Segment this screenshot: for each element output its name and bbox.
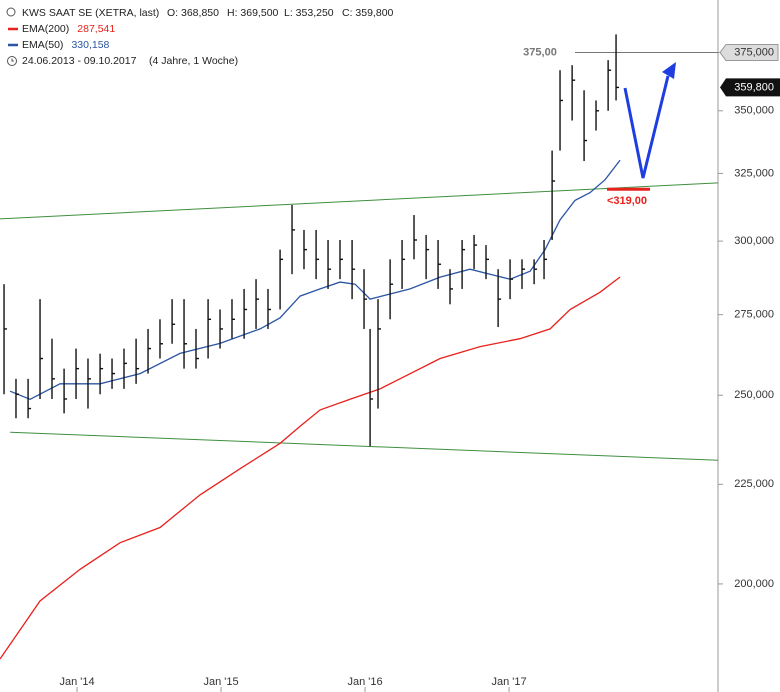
y-tick-label: 325,000 bbox=[734, 167, 774, 179]
header-value: O: 368,850 bbox=[167, 7, 219, 19]
clock-icon bbox=[7, 56, 17, 66]
header-value: L: 353,250 bbox=[284, 7, 334, 19]
header-value: H: 369,500 bbox=[227, 7, 279, 19]
trend-line bbox=[10, 431, 719, 461]
header-value: C: 359,800 bbox=[342, 7, 394, 19]
y-tick-label: 375,000 bbox=[734, 46, 774, 58]
x-tick-label: Jan '16 bbox=[347, 676, 382, 688]
header: KWS SAAT SE (XETRA, last) O: 368,850 H: … bbox=[6, 7, 394, 67]
x-tick-label: Jan '14 bbox=[59, 676, 94, 688]
legend-value: 287,541 bbox=[77, 23, 115, 35]
annotation-label: 375,00 bbox=[523, 46, 557, 58]
y-tick-label: 200,000 bbox=[734, 578, 774, 590]
last-price-box bbox=[720, 78, 780, 97]
last-price-label: 359,800 bbox=[734, 81, 774, 93]
y-tick-label: 275,000 bbox=[734, 309, 774, 321]
period-length: (4 Jahre, 1 Woche) bbox=[149, 55, 238, 67]
ema-line bbox=[0, 276, 621, 660]
arrow-head bbox=[662, 62, 676, 79]
x-tick-label: Jan '15 bbox=[203, 676, 238, 688]
trend-line bbox=[0, 182, 719, 220]
ema-line bbox=[9, 159, 621, 401]
period: 24.06.2013 - 09.10.2017 bbox=[22, 55, 137, 67]
legend-value: 330,158 bbox=[71, 39, 109, 51]
legend-label: EMA(50) bbox=[22, 39, 63, 51]
y-tick-label: 225,000 bbox=[734, 478, 774, 490]
forecast-arrow bbox=[623, 75, 670, 179]
y-tick-label: 250,000 bbox=[734, 389, 774, 401]
y-tick-label: 300,000 bbox=[734, 235, 774, 247]
collapse-icon[interactable] bbox=[6, 7, 16, 17]
title: KWS SAAT SE (XETRA, last) bbox=[22, 7, 159, 19]
clock-icon bbox=[11, 58, 14, 62]
y-tick-label: 350,000 bbox=[734, 105, 774, 117]
price-box bbox=[719, 43, 779, 61]
x-tick-label: Jan '17 bbox=[491, 676, 526, 688]
legend-label: EMA(200) bbox=[22, 23, 69, 35]
annotation-label: <319,00 bbox=[607, 195, 647, 207]
